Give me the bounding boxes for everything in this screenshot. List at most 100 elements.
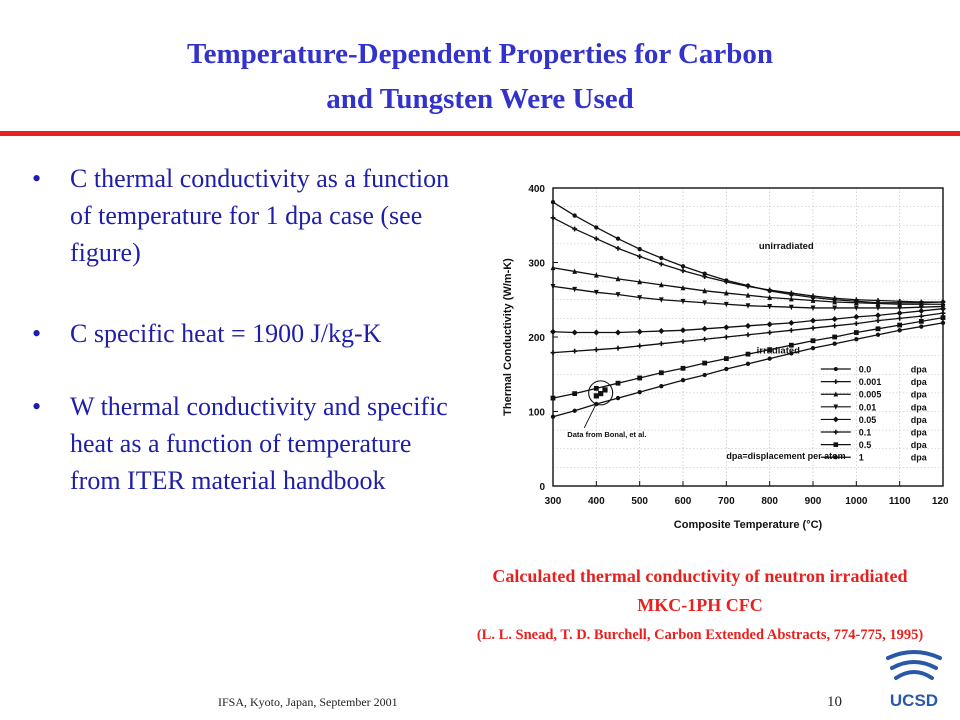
data-point xyxy=(659,384,664,389)
x-tick-label: 900 xyxy=(805,496,822,507)
title-line-2: and Tungsten Were Used xyxy=(326,83,634,115)
data-point xyxy=(897,315,903,321)
data-point xyxy=(832,341,837,346)
figure-caption: Calculated thermal conductivity of neutr… xyxy=(470,562,930,647)
legend-unit: dpa xyxy=(911,453,928,463)
annotation-irradiated: irradiated xyxy=(757,345,800,356)
data-point xyxy=(853,330,859,335)
data-point xyxy=(702,372,707,378)
legend-unit: dpa xyxy=(911,428,928,438)
annotation-dpa-definition: dpa=displacement per atom xyxy=(726,451,845,461)
data-point xyxy=(594,225,599,230)
title-line-1: Temperature-Dependent Properties for Car… xyxy=(186,38,774,70)
legend-unit: dpa xyxy=(911,440,928,450)
data-point xyxy=(767,356,772,361)
data-point xyxy=(745,332,751,338)
data-point xyxy=(680,268,686,274)
data-point xyxy=(724,366,729,372)
legend-unit: dpa xyxy=(911,402,928,412)
data-point xyxy=(897,328,902,333)
data-point xyxy=(615,275,621,282)
legend-label: 0.0 xyxy=(859,365,872,375)
data-point xyxy=(853,299,859,306)
bullet-item: • C thermal conductivity as a function o… xyxy=(30,160,460,271)
data-point xyxy=(875,318,881,324)
data-point xyxy=(918,304,924,311)
ucsd-logo-mark xyxy=(886,650,942,680)
data-point xyxy=(810,317,816,324)
data-point xyxy=(833,404,839,410)
data-point xyxy=(550,215,556,221)
data-point xyxy=(810,305,816,311)
data-point xyxy=(940,305,946,312)
data-point xyxy=(593,347,599,353)
data-point xyxy=(896,310,903,317)
x-tick-label: 500 xyxy=(631,496,648,507)
legend-label: 0.5 xyxy=(859,440,872,450)
data-point xyxy=(680,339,686,344)
series-0-001 xyxy=(550,215,946,305)
data-point xyxy=(832,298,838,305)
legend-unit: dpa xyxy=(911,390,928,400)
ucsd-logo: UCSD xyxy=(886,650,942,710)
bullet-marker: • xyxy=(32,392,42,421)
data-point xyxy=(702,271,707,276)
data-point xyxy=(745,303,751,309)
data-point xyxy=(593,329,600,336)
data-point xyxy=(810,297,816,303)
data-point xyxy=(897,322,903,328)
data-point xyxy=(723,279,729,285)
data-point xyxy=(702,336,708,342)
data-point xyxy=(572,286,578,293)
data-point xyxy=(680,365,686,371)
data-point xyxy=(550,328,556,335)
data-point xyxy=(832,323,838,329)
data-point xyxy=(940,315,946,321)
data-point xyxy=(637,375,643,381)
legend-label: 0.005 xyxy=(859,390,882,400)
data-point xyxy=(940,320,946,326)
data-point xyxy=(767,347,773,353)
data-point xyxy=(615,345,621,351)
data-point xyxy=(572,213,577,218)
y-tick-label: 200 xyxy=(528,333,545,344)
data-point xyxy=(745,351,751,357)
data-point xyxy=(593,289,599,296)
series-0-01 xyxy=(550,283,946,311)
data-point xyxy=(680,284,686,291)
series-0-0 xyxy=(550,199,946,305)
data-point xyxy=(571,329,578,336)
data-point xyxy=(723,324,730,331)
data-point xyxy=(658,281,664,288)
x-tick-label: 800 xyxy=(761,496,778,507)
legend-unit: dpa xyxy=(911,415,928,425)
data-point xyxy=(550,350,556,356)
data-point xyxy=(702,360,708,366)
annotation-pointer xyxy=(583,404,597,429)
bullet-item: • C specific heat = 1900 J/kg-K xyxy=(30,315,460,352)
y-tick-label: 0 xyxy=(539,482,545,493)
data-point xyxy=(637,254,643,259)
bullet-item: • W thermal conductivity and specific he… xyxy=(30,388,460,499)
data-point xyxy=(788,342,794,348)
data-point xyxy=(854,337,859,342)
data-point xyxy=(875,332,881,337)
data-point xyxy=(550,199,556,205)
data-point xyxy=(550,414,556,419)
series-1 xyxy=(550,320,946,419)
series-line xyxy=(552,217,943,303)
x-tick-label: 1000 xyxy=(845,496,868,507)
data-point xyxy=(789,351,794,356)
data-point xyxy=(593,386,599,391)
data-point xyxy=(572,408,577,413)
data-point xyxy=(702,274,708,280)
data-point xyxy=(810,325,816,331)
data-point xyxy=(723,290,729,296)
bullet-text: C specific heat = 1900 J/kg-K xyxy=(70,319,382,348)
data-point xyxy=(680,378,686,383)
data-point xyxy=(918,307,925,314)
series-0-5 xyxy=(550,315,946,401)
legend-label: 0.01 xyxy=(859,402,877,412)
data-point xyxy=(615,380,621,386)
